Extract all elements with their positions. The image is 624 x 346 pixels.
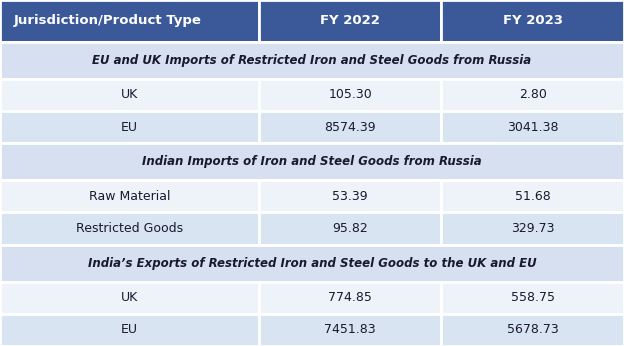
Bar [0, 143, 624, 180]
Bar [0, 314, 259, 346]
Text: 51.68: 51.68 [515, 190, 550, 203]
Bar [0, 42, 624, 79]
Bar [259, 79, 442, 111]
Bar [442, 0, 624, 42]
Text: UK: UK [121, 89, 138, 101]
Bar [259, 111, 442, 143]
Bar [442, 79, 624, 111]
Text: 95.82: 95.82 [333, 222, 368, 235]
Text: India’s Exports of Restricted Iron and Steel Goods to the UK and EU: India’s Exports of Restricted Iron and S… [88, 257, 536, 270]
Text: 774.85: 774.85 [328, 291, 372, 304]
Bar [442, 180, 624, 212]
Bar [442, 111, 624, 143]
Text: Jurisdiction/Product Type: Jurisdiction/Product Type [14, 15, 202, 27]
Text: FY 2022: FY 2022 [320, 15, 380, 27]
Bar [0, 0, 259, 42]
Bar [259, 180, 442, 212]
Text: 105.30: 105.30 [328, 89, 372, 101]
Text: EU: EU [121, 324, 138, 336]
Bar [259, 282, 442, 314]
Text: 3041.38: 3041.38 [507, 121, 558, 134]
Text: 53.39: 53.39 [333, 190, 368, 203]
Text: FY 2023: FY 2023 [503, 15, 563, 27]
Text: EU and UK Imports of Restricted Iron and Steel Goods from Russia: EU and UK Imports of Restricted Iron and… [92, 54, 532, 67]
Bar [259, 0, 442, 42]
Text: 8574.39: 8574.39 [324, 121, 376, 134]
Text: EU: EU [121, 121, 138, 134]
Text: Raw Material: Raw Material [89, 190, 170, 203]
Text: UK: UK [121, 291, 138, 304]
Text: 7451.83: 7451.83 [324, 324, 376, 336]
Text: Restricted Goods: Restricted Goods [76, 222, 183, 235]
Bar [259, 314, 442, 346]
Bar [259, 212, 442, 245]
Text: Indian Imports of Iron and Steel Goods from Russia: Indian Imports of Iron and Steel Goods f… [142, 155, 482, 168]
Bar [0, 180, 259, 212]
Bar [0, 212, 259, 245]
Text: 329.73: 329.73 [511, 222, 555, 235]
Bar [0, 282, 259, 314]
Text: 558.75: 558.75 [510, 291, 555, 304]
Bar [442, 314, 624, 346]
Bar [442, 282, 624, 314]
Bar [0, 245, 624, 282]
Bar [442, 212, 624, 245]
Text: 5678.73: 5678.73 [507, 324, 558, 336]
Text: 2.80: 2.80 [519, 89, 547, 101]
Bar [0, 79, 259, 111]
Bar [0, 111, 259, 143]
